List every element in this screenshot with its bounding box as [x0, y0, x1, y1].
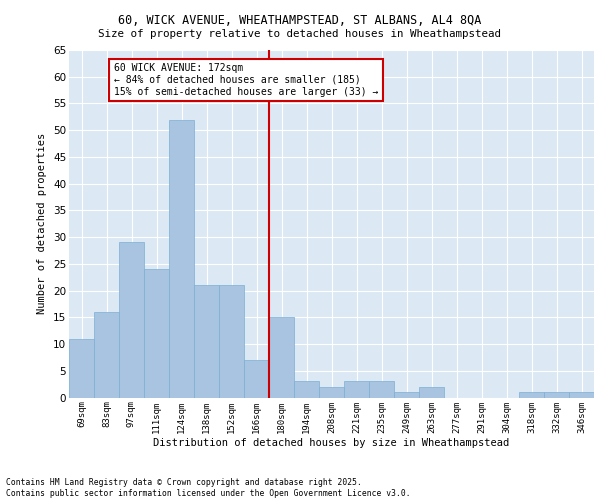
Bar [269, 318, 294, 398]
Text: 60 WICK AVENUE: 172sqm
← 84% of detached houses are smaller (185)
15% of semi-de: 60 WICK AVENUE: 172sqm ← 84% of detached… [114, 64, 379, 96]
Bar [569, 392, 594, 398]
Bar [294, 382, 319, 398]
Bar [544, 392, 569, 398]
X-axis label: Distribution of detached houses by size in Wheathampstead: Distribution of detached houses by size … [154, 438, 509, 448]
Bar [169, 120, 194, 398]
Bar [394, 392, 419, 398]
Text: 60, WICK AVENUE, WHEATHAMPSTEAD, ST ALBANS, AL4 8QA: 60, WICK AVENUE, WHEATHAMPSTEAD, ST ALBA… [118, 14, 482, 27]
Bar [419, 387, 444, 398]
Bar [69, 338, 94, 398]
Bar [194, 285, 219, 398]
Bar [319, 387, 344, 398]
Bar [369, 382, 394, 398]
Text: Contains HM Land Registry data © Crown copyright and database right 2025.
Contai: Contains HM Land Registry data © Crown c… [6, 478, 410, 498]
Bar [144, 269, 169, 398]
Bar [219, 285, 244, 398]
Bar [119, 242, 144, 398]
Bar [244, 360, 269, 398]
Bar [94, 312, 119, 398]
Bar [344, 382, 369, 398]
Bar [519, 392, 544, 398]
Text: Size of property relative to detached houses in Wheathampstead: Size of property relative to detached ho… [98, 29, 502, 39]
Y-axis label: Number of detached properties: Number of detached properties [37, 133, 47, 314]
